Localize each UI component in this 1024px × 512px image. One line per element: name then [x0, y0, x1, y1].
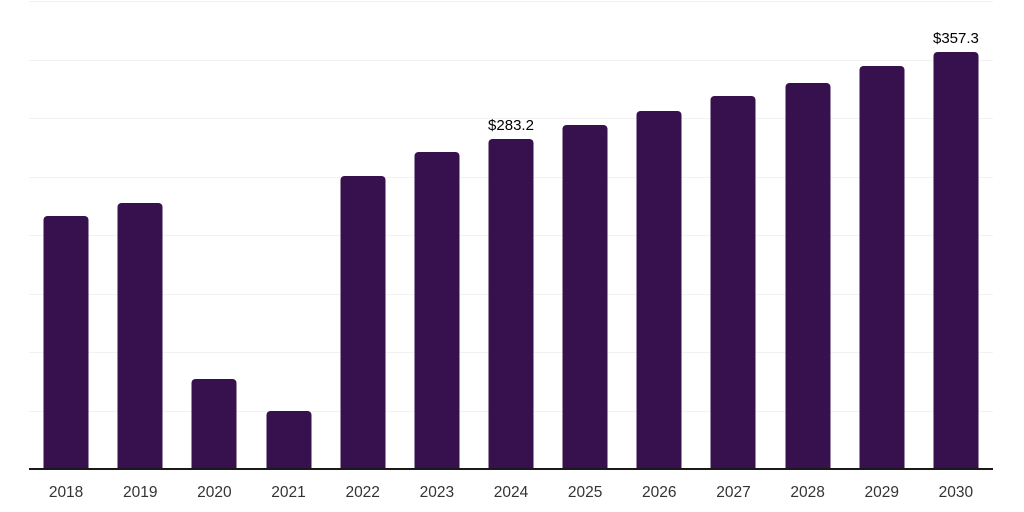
x-tick-label-2020: 2020 — [197, 484, 232, 501]
bar-column-2026 — [636, 2, 682, 470]
bar-column-2028 — [785, 2, 831, 470]
bar-2024 — [488, 138, 534, 470]
bar-column-2025 — [562, 2, 608, 470]
x-tick-label-2018: 2018 — [48, 484, 84, 501]
bar-2026 — [636, 110, 682, 470]
bar-2030 — [933, 52, 979, 470]
x-tick-label-2027: 2027 — [716, 484, 751, 501]
bar-2021 — [266, 410, 312, 470]
bar-2022 — [340, 176, 386, 470]
x-tick-label-2023: 2023 — [419, 484, 455, 501]
bar-2020 — [191, 378, 237, 470]
bar-2018 — [43, 216, 89, 470]
bar-2027 — [710, 95, 756, 470]
x-tick-label-2029: 2029 — [864, 484, 900, 501]
x-axis-line — [29, 468, 993, 470]
bar-2023 — [414, 151, 460, 470]
x-tick-label-2019: 2019 — [122, 484, 158, 501]
plot-area: $283.2 $357.3 — [29, 1, 993, 470]
gridline — [29, 59, 993, 61]
gridline — [29, 1, 993, 2]
data-label-2030: $357.3 — [932, 30, 979, 47]
x-tick-label-2022: 2022 — [345, 484, 380, 501]
x-tick-label-2030: 2030 — [938, 484, 974, 501]
bar-column-2024: $283.2 — [488, 2, 534, 470]
bar-2028 — [785, 82, 831, 470]
bar-column-2020 — [191, 2, 237, 470]
bar-column-2029 — [859, 2, 905, 470]
x-tick-label-2024: 2024 — [493, 484, 529, 501]
bar-2025 — [562, 124, 608, 470]
bar-column-2023 — [414, 2, 460, 470]
bar-2019 — [117, 203, 163, 470]
x-tick-label-2028: 2028 — [790, 484, 825, 501]
bar-2029 — [859, 66, 905, 470]
bar-column-2018 — [43, 2, 89, 470]
bar-column-2022 — [340, 2, 386, 470]
x-axis-labels: 2018 2019 2020 2021 2022 2023 2024 2025 2026 2027… — [29, 484, 993, 504]
bar-column-2021 — [266, 2, 312, 470]
bar-column-2027 — [710, 2, 756, 470]
bar-column-2019 — [117, 2, 163, 470]
x-tick-label-2021: 2021 — [271, 484, 306, 501]
data-label-2024: $283.2 — [488, 116, 534, 134]
gridline — [29, 118, 993, 119]
x-tick-label-2025: 2025 — [567, 484, 603, 501]
x-tick-label-2026: 2026 — [642, 484, 677, 501]
bar-column-2030: $357.3 — [932, 2, 979, 470]
